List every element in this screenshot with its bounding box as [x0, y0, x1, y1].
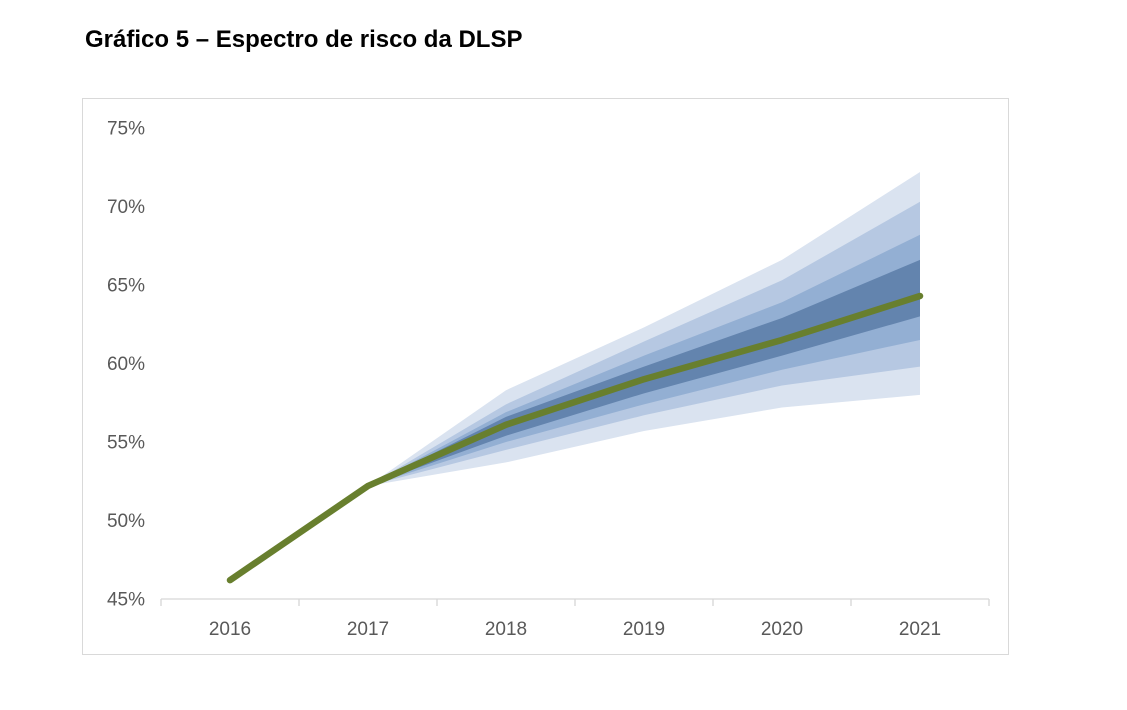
- x-axis-label: 2016: [209, 619, 251, 640]
- central-projection-line: [226, 292, 924, 584]
- y-axis-label: 70%: [107, 197, 145, 218]
- y-axis-label: 55%: [107, 433, 145, 454]
- y-axis-label: 45%: [107, 590, 145, 611]
- chart-frame: 2016 2017 2018 2019 2020 2021 45% 50% 55% 60% 65% 7…: [82, 98, 1009, 655]
- confidence-band-inner: [230, 259, 920, 581]
- x-axis-label: 2021: [899, 619, 941, 640]
- fan-chart-plot: 2016 2017 2018 2019 2020 2021 45% 50% 55% 60% 65% 7…: [107, 119, 990, 640]
- y-axis-label: 50%: [107, 511, 145, 532]
- y-axis-label: 65%: [107, 276, 145, 297]
- y-axis-label: 75%: [107, 119, 145, 140]
- x-axis-label: 2017: [347, 619, 389, 640]
- x-axis-label: 2019: [623, 619, 665, 640]
- x-axis-label: 2018: [485, 619, 527, 640]
- y-axis-label: 60%: [107, 354, 145, 375]
- x-axis-label: 2020: [761, 619, 803, 640]
- chart-title: Gráfico 5 – Espectro de risco da DLSP: [85, 26, 523, 53]
